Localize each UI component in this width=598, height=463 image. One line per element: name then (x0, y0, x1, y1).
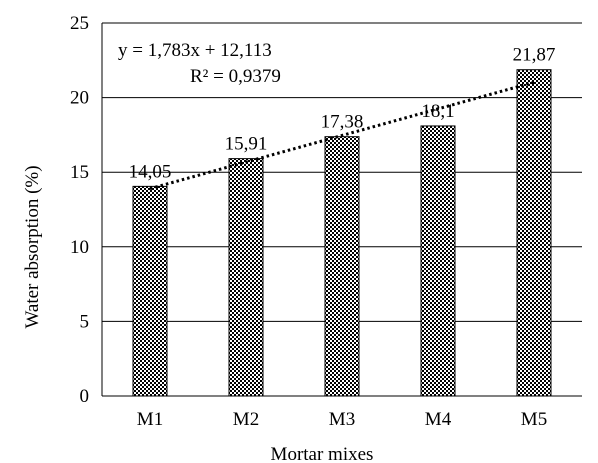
y-tick-label: 25 (70, 13, 89, 34)
y-axis-title: Water absorption (%) (22, 165, 43, 328)
data-labels: 14,05 15,91 17,38 18,1 21,87 (129, 45, 556, 183)
y-tick-label: 20 (70, 88, 89, 109)
bar-m4 (420, 125, 456, 397)
x-tick-labels: M1 M2 M3 M4 M5 (137, 409, 547, 430)
y-tick-labels: 0 5 10 15 20 25 (70, 13, 89, 407)
trendline-r2: R² = 0,9379 (190, 66, 281, 87)
x-tick-label: M2 (233, 409, 259, 430)
bars (132, 69, 552, 397)
trendline-equation: y = 1,783x + 12,113 (118, 40, 272, 61)
y-tick-label: 10 (70, 237, 89, 258)
x-tick-label: M1 (137, 409, 163, 430)
bar-m1 (132, 185, 168, 397)
y-tick-label: 15 (70, 162, 89, 183)
data-label: 15,91 (225, 134, 268, 155)
y-tick-label: 0 (80, 386, 90, 407)
data-label: 14,05 (129, 161, 172, 182)
x-tick-label: M3 (329, 409, 355, 430)
x-tick-label: M4 (425, 409, 452, 430)
bar-m5 (516, 69, 552, 397)
bar-m3 (324, 136, 360, 397)
data-label: 17,38 (321, 112, 364, 133)
data-label: 21,87 (513, 45, 556, 66)
x-tick-label: M5 (521, 409, 547, 430)
data-label: 18,1 (421, 101, 454, 122)
y-tick-label: 5 (80, 311, 90, 332)
x-axis-title: Mortar mixes (271, 444, 374, 463)
bar-m2 (228, 158, 264, 397)
trendline (149, 80, 535, 191)
